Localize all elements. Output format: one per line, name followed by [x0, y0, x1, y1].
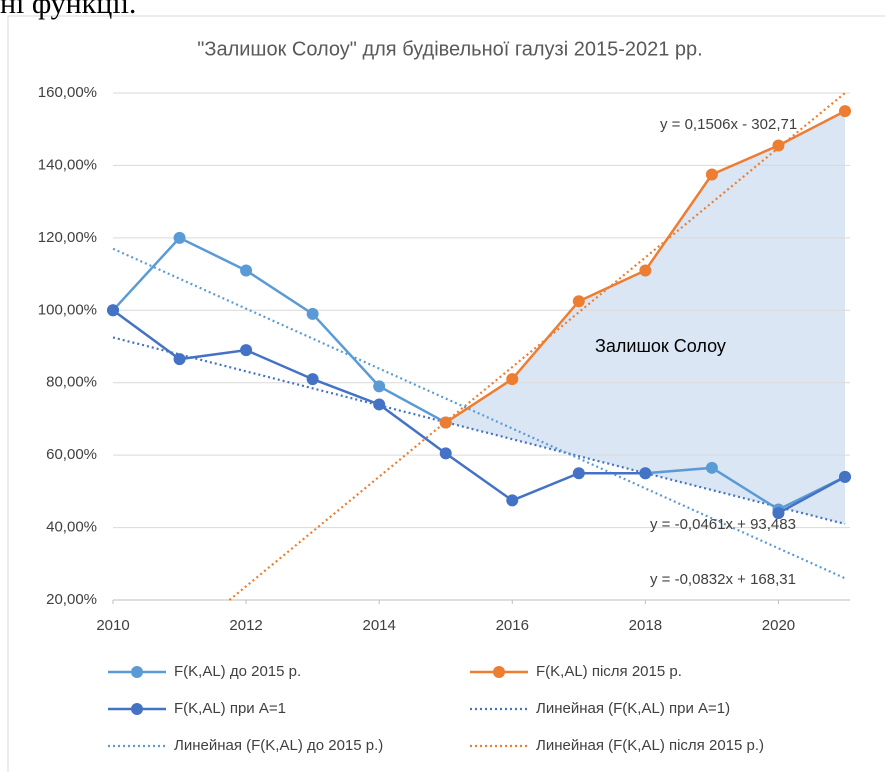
- series-point: [639, 467, 652, 480]
- y-tick-label: 80,00%: [46, 374, 97, 391]
- header-fragment: ні функції.: [0, 0, 136, 20]
- series-point: [373, 380, 386, 393]
- x-tick-label: 2012: [229, 617, 262, 634]
- series-point: [373, 398, 386, 411]
- y-tick-label: 160,00%: [38, 84, 97, 101]
- y-tick-label: 140,00%: [38, 156, 97, 173]
- chart-title: "Залишок Солоу" для будівельної галузі 2…: [197, 38, 702, 60]
- series-point: [772, 139, 785, 152]
- series-point: [506, 373, 519, 386]
- series-point: [772, 507, 785, 520]
- trendline: [112, 336, 846, 526]
- series-line: [777, 475, 846, 515]
- series-point: [572, 467, 585, 480]
- series-point: [439, 447, 452, 460]
- series-point: [306, 373, 319, 386]
- series-line: [112, 236, 447, 424]
- x-tick-label: 2020: [762, 617, 795, 634]
- y-tick-label: 120,00%: [38, 229, 97, 246]
- legend-label: F(K,AL) при A=1: [174, 700, 286, 717]
- series-point: [107, 304, 119, 317]
- series-point: [173, 231, 186, 244]
- legend-label: Линейная (F(K,AL) після 2015 р.): [536, 737, 764, 754]
- annotation: y = -0,0832x + 168,31: [650, 571, 796, 588]
- annotation: y = 0,1506x - 302,71: [660, 116, 797, 133]
- y-tick-label: 100,00%: [38, 301, 97, 318]
- series-point: [173, 353, 186, 366]
- annotation: y = -0,0461x + 93,483: [650, 516, 796, 533]
- solow-residual-area: [445, 111, 845, 524]
- series-point: [705, 168, 718, 181]
- series-point: [572, 295, 585, 308]
- x-tick-label: 2016: [496, 617, 529, 634]
- series-point: [240, 264, 253, 277]
- x-tick-label: 2010: [96, 617, 129, 634]
- series-point: [839, 470, 851, 483]
- series-line: [645, 466, 846, 511]
- legend-label: Линейная (F(K,AL) до 2015 р.): [174, 737, 383, 754]
- trendline: [112, 247, 846, 580]
- y-tick-label: 40,00%: [46, 519, 97, 536]
- legend-label: F(K,AL) після 2015 р.: [536, 663, 682, 680]
- x-tick-label: 2018: [629, 617, 662, 634]
- series-point: [306, 307, 319, 320]
- y-tick-label: 60,00%: [46, 446, 97, 463]
- series-point: [240, 344, 253, 357]
- legend-swatch: [131, 703, 143, 715]
- legend-swatch: [493, 666, 505, 678]
- series-point: [439, 416, 452, 429]
- series-point: [639, 264, 652, 277]
- x-tick-label: 2014: [362, 617, 395, 634]
- legend-label: Линейная (F(K,AL) при A=1): [536, 700, 730, 717]
- series-point: [506, 494, 519, 507]
- annotation: Залишок Солоу: [595, 336, 726, 356]
- legend-label: F(K,AL) до 2015 р.: [174, 663, 301, 680]
- series-point: [839, 105, 851, 118]
- y-tick-label: 20,00%: [46, 591, 97, 608]
- series-point: [705, 461, 718, 474]
- legend-swatch: [131, 666, 143, 678]
